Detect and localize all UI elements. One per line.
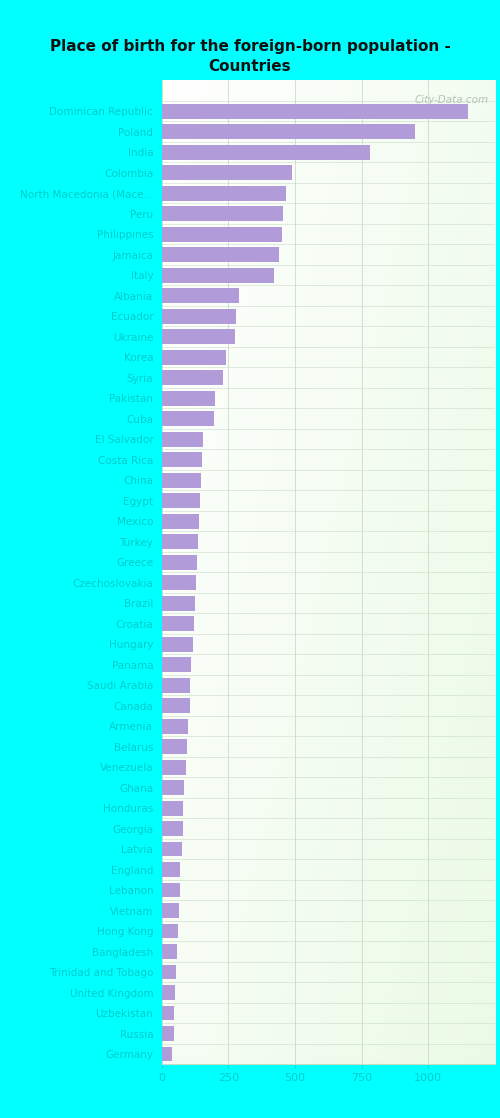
Bar xyxy=(162,453,202,467)
Bar xyxy=(162,432,203,446)
Bar xyxy=(162,760,186,775)
Bar xyxy=(162,309,236,323)
Bar xyxy=(162,1026,173,1041)
Bar xyxy=(162,145,370,160)
Bar xyxy=(162,800,184,815)
Bar xyxy=(162,699,190,713)
Bar xyxy=(162,1006,174,1021)
Bar xyxy=(162,862,180,877)
Bar xyxy=(162,616,194,631)
Bar xyxy=(162,330,235,344)
Bar xyxy=(162,247,279,262)
Bar xyxy=(162,370,223,385)
Text: Place of birth for the foreign-born population -
Countries: Place of birth for the foreign-born popu… xyxy=(50,39,450,74)
Bar xyxy=(162,104,469,119)
Bar xyxy=(162,678,190,692)
Bar xyxy=(162,514,199,529)
Bar xyxy=(162,576,196,590)
Bar xyxy=(162,555,196,569)
Bar xyxy=(162,186,286,200)
Bar xyxy=(162,165,292,180)
Bar xyxy=(162,596,195,610)
Bar xyxy=(162,350,226,364)
Bar xyxy=(162,965,176,979)
Bar xyxy=(162,534,198,549)
Bar xyxy=(162,411,214,426)
Bar xyxy=(162,1046,172,1061)
Bar xyxy=(162,985,175,999)
Bar xyxy=(162,268,274,283)
Bar xyxy=(162,207,283,221)
Bar xyxy=(162,657,192,672)
Bar xyxy=(162,473,201,487)
Bar xyxy=(162,883,180,898)
Bar xyxy=(162,822,183,836)
Bar xyxy=(162,719,188,733)
Bar xyxy=(162,637,193,652)
Bar xyxy=(162,124,415,139)
Bar xyxy=(162,923,178,938)
Bar xyxy=(162,903,179,918)
Bar xyxy=(162,945,177,959)
Bar xyxy=(162,780,184,795)
Bar xyxy=(162,391,215,406)
Bar xyxy=(162,227,282,241)
Bar xyxy=(162,739,187,754)
Bar xyxy=(162,288,239,303)
Text: City-Data.com: City-Data.com xyxy=(414,95,488,105)
Bar xyxy=(162,493,200,508)
Bar xyxy=(162,842,182,856)
